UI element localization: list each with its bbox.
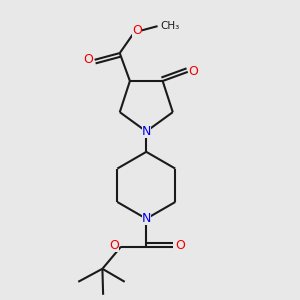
- Text: O: O: [132, 24, 142, 37]
- Text: CH₃: CH₃: [160, 21, 180, 31]
- Text: O: O: [188, 64, 198, 78]
- Text: O: O: [83, 52, 93, 66]
- Text: N: N: [142, 125, 151, 138]
- Text: O: O: [110, 239, 119, 252]
- Text: N: N: [142, 212, 151, 225]
- Text: O: O: [175, 239, 185, 252]
